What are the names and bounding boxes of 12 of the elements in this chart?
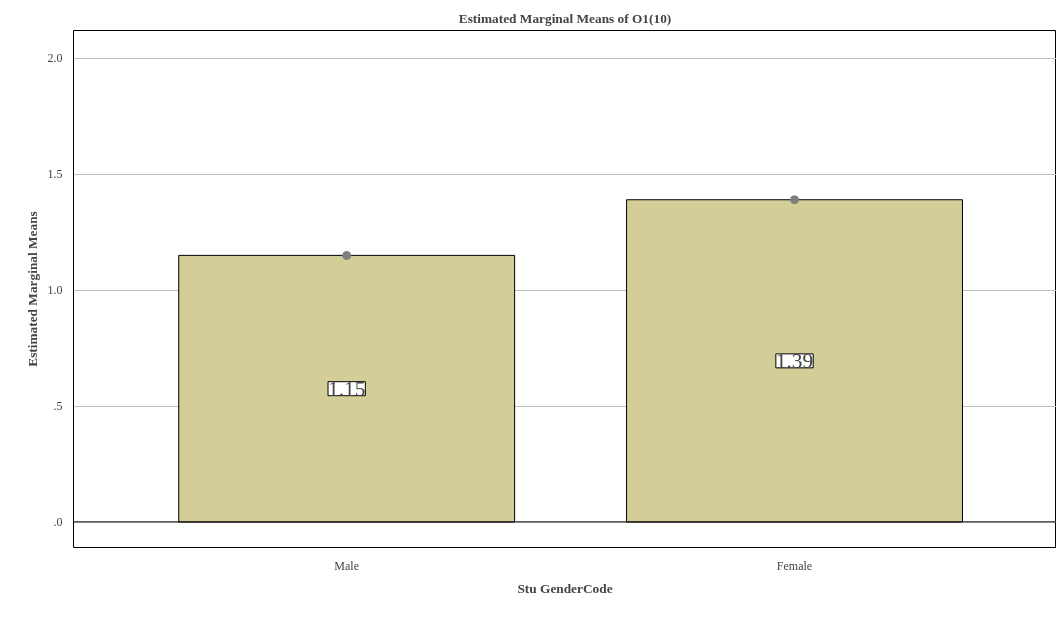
y-tick-label: 2.0 xyxy=(47,51,63,66)
y-tick-label: .0 xyxy=(53,515,63,529)
y-tick-label: .5 xyxy=(53,399,63,414)
x-tick-label: Male xyxy=(334,558,360,573)
data-label: 1.15 xyxy=(328,376,366,401)
x-axis-title: Stu GenderCode xyxy=(517,580,613,596)
y-axis-title: Estimated Marginal Means xyxy=(24,211,40,367)
chart-title: Estimated Marginal Means of O1(10) xyxy=(458,10,672,26)
data-label: 1.39 xyxy=(775,348,814,373)
y-tick-label: 1.5 xyxy=(47,167,63,182)
y-tick-label: 1.0 xyxy=(47,283,63,298)
x-tick-label: Female xyxy=(776,558,813,573)
